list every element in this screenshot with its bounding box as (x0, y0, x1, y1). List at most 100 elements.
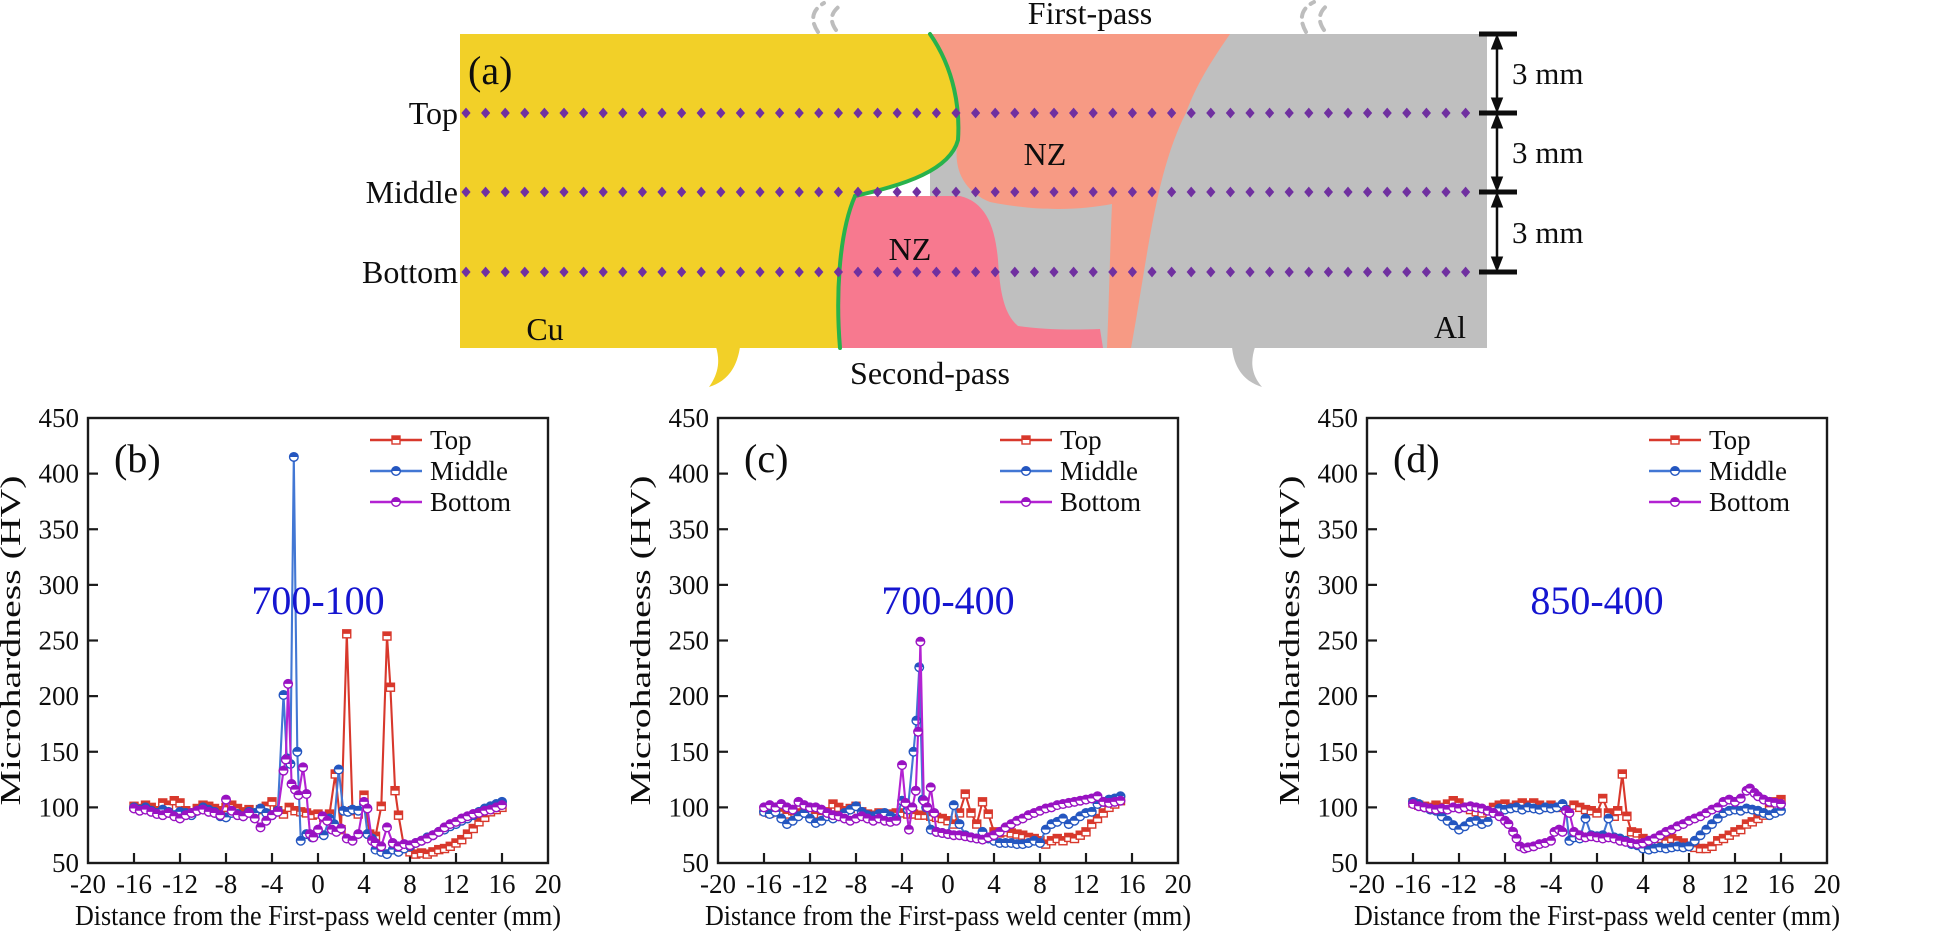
y-tick-label: 200 (669, 681, 710, 711)
y-tick-label: 400 (669, 459, 710, 489)
panel-label: (b) (114, 436, 161, 481)
y-tick-label: 200 (39, 681, 80, 711)
y-tick-label: 100 (669, 792, 710, 822)
x-axis: -20 -16 -12 -8 -4 0 4 8 12 16 20 (1349, 853, 1841, 899)
y-tick-label: 50 (52, 848, 79, 878)
chart-title: 850-400 (1530, 578, 1663, 623)
legend-item-middle: Middle (1000, 456, 1138, 486)
x-tick-label: 20 (535, 869, 562, 899)
x-tick-label: 4 (357, 869, 371, 899)
chart-svg: -20 -16 -12 -8 -4 0 4 8 12 16 20 50 100 150 200 250 300 3… (0, 403, 562, 932)
y-tick-label: 150 (669, 737, 710, 767)
x-tick-label: -12 (792, 869, 828, 899)
y-tick-label: 150 (1318, 737, 1359, 767)
tool-ghost-icon (811, 0, 1331, 34)
x-tick-label: 0 (941, 869, 955, 899)
series-bottom (128, 678, 508, 852)
row-label-bottom: Bottom (362, 254, 458, 290)
x-tick-label: 8 (403, 869, 417, 899)
al-label: Al (1434, 309, 1466, 345)
legend-item-bottom: Bottom (1000, 487, 1141, 517)
panel-label: (c) (744, 436, 788, 481)
legend-label: Bottom (1709, 487, 1790, 517)
first-pass-label: First-pass (1028, 0, 1152, 31)
legend-item-middle: Middle (370, 456, 508, 486)
chart-panel-d: -20 -16 -12 -8 -4 0 4 8 12 16 20 50 100 150 200 250 300 3… (1274, 398, 1933, 940)
x-tick-label: 12 (1073, 869, 1100, 899)
measurement-rows (461, 107, 1471, 278)
y-tick-label: 350 (1318, 514, 1359, 544)
measurement-row-bottom (461, 266, 1471, 278)
legend-label: Bottom (1060, 487, 1141, 517)
x-tick-label: 16 (489, 869, 516, 899)
y-tick-label: 100 (39, 792, 80, 822)
x-tick-label: 20 (1814, 869, 1841, 899)
y-tick-label: 50 (682, 848, 709, 878)
x-tick-label: 20 (1165, 869, 1192, 899)
x-axis: -20 -16 -12 -8 -4 0 4 8 12 16 20 (70, 853, 562, 899)
x-axis: -20 -16 -12 -8 -4 0 4 8 12 16 20 (700, 853, 1192, 899)
x-tick-label: 8 (1033, 869, 1047, 899)
chart-title: 700-100 (251, 578, 384, 623)
x-tick-label: 16 (1768, 869, 1795, 899)
cu-label: Cu (526, 311, 563, 347)
y-tick-label: 150 (39, 737, 80, 767)
series-bottom (1407, 783, 1787, 854)
x-tick-label: -16 (116, 869, 152, 899)
legend-item-top: Top (1649, 425, 1751, 455)
legend-label: Middle (1709, 456, 1787, 486)
y-tick-label: 300 (39, 570, 80, 600)
y-tick-label: 100 (1318, 792, 1359, 822)
y-axis: 50 100 150 200 250 300 350 400 450 (1318, 403, 1377, 878)
x-tick-label: 16 (1119, 869, 1146, 899)
panel-a-label: (a) (468, 48, 512, 93)
x-tick-label: 0 (1590, 869, 1604, 899)
legend-item-bottom: Bottom (1649, 487, 1790, 517)
x-tick-label: -20 (700, 869, 736, 899)
y-axis-title: Microhardness (HV) (0, 476, 27, 806)
legend-label: Top (1709, 425, 1751, 455)
legend-label: Middle (430, 456, 508, 486)
x-tick-label: 0 (311, 869, 325, 899)
cu-flash-burr (709, 347, 740, 387)
x-tick-label: -8 (215, 869, 238, 899)
measurement-row-middle (461, 186, 1471, 198)
chart-svg: -20 -16 -12 -8 -4 0 4 8 12 16 20 50 100 150 200 250 300 3… (1274, 403, 1841, 932)
row-label-middle: Middle (366, 174, 458, 210)
chart-panel-b: -20 -16 -12 -8 -4 0 4 8 12 16 20 50 100 150 200 250 300 3… (0, 398, 654, 940)
y-tick-label: 450 (1318, 403, 1359, 433)
x-axis-title: Distance from the First-pass weld center… (705, 900, 1191, 932)
y-tick-label: 250 (39, 626, 80, 656)
x-tick-label: 12 (443, 869, 470, 899)
x-tick-label: 8 (1682, 869, 1696, 899)
x-axis-title: Distance from the First-pass weld center… (1354, 900, 1840, 932)
y-tick-label: 300 (669, 570, 710, 600)
dimension-annotation (1479, 31, 1517, 275)
y-tick-label: 200 (1318, 681, 1359, 711)
nz-second-label: NZ (889, 231, 932, 267)
x-tick-label: -20 (1349, 869, 1385, 899)
panel-label: (d) (1393, 436, 1440, 481)
legend-label: Bottom (430, 487, 511, 517)
x-tick-label: -16 (1395, 869, 1431, 899)
x-tick-label: -12 (1441, 869, 1477, 899)
al-flash-burr (1232, 347, 1262, 387)
chart-panel-c: -20 -16 -12 -8 -4 0 4 8 12 16 20 50 100 150 200 250 300 3… (625, 398, 1284, 940)
legend-label: Top (1060, 425, 1102, 455)
x-axis-title: Distance from the First-pass weld center… (75, 900, 561, 932)
row-label-top: Top (409, 95, 458, 131)
y-tick-label: 50 (1331, 848, 1358, 878)
x-tick-label: 4 (987, 869, 1001, 899)
dim-label-2: 3 mm (1512, 135, 1583, 170)
y-tick-label: 450 (669, 403, 710, 433)
x-tick-label: -12 (162, 869, 198, 899)
legend-label: Middle (1060, 456, 1138, 486)
legend-item-top: Top (1000, 425, 1102, 455)
plot-frame (86, 416, 550, 865)
x-tick-label: -8 (1494, 869, 1517, 899)
y-axis: 50 100 150 200 250 300 350 400 450 (669, 403, 728, 878)
x-tick-label: -4 (891, 869, 914, 899)
y-tick-label: 350 (669, 514, 710, 544)
